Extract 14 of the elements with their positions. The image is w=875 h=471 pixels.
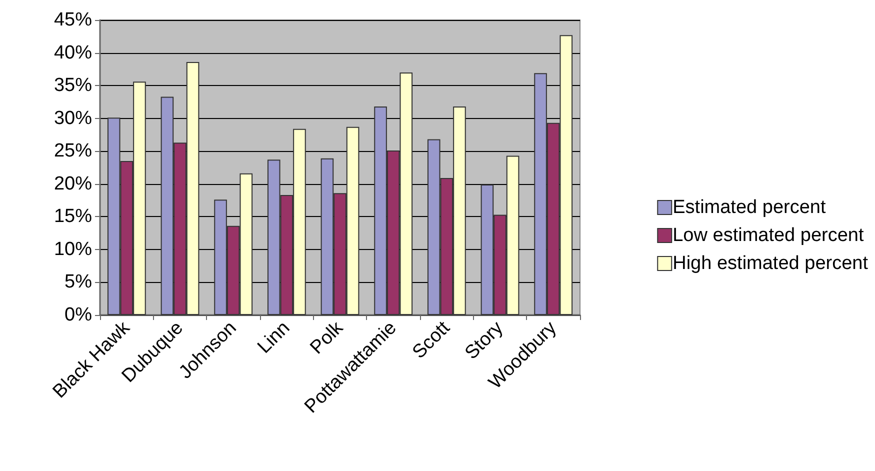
legend-label: Low estimated percent [672, 225, 864, 246]
legend-label: High estimated percent [672, 253, 869, 274]
y-tick-label: 15% [54, 206, 92, 228]
y-tick-label: 10% [54, 238, 92, 260]
y-tick-label: 35% [54, 75, 92, 96]
y-tick-label: 5% [64, 272, 92, 293]
y-tick-label: 30% [54, 108, 92, 129]
y-tick-label: 0% [64, 304, 92, 326]
x-tick-label: Linn [254, 318, 294, 358]
y-tick-label: 40% [54, 42, 92, 64]
legend-label: Estimated percent [672, 197, 826, 218]
y-tick-label: 20% [54, 173, 92, 194]
y-tick-label: 45% [54, 10, 92, 30]
y-tick-label: 25% [54, 140, 92, 162]
